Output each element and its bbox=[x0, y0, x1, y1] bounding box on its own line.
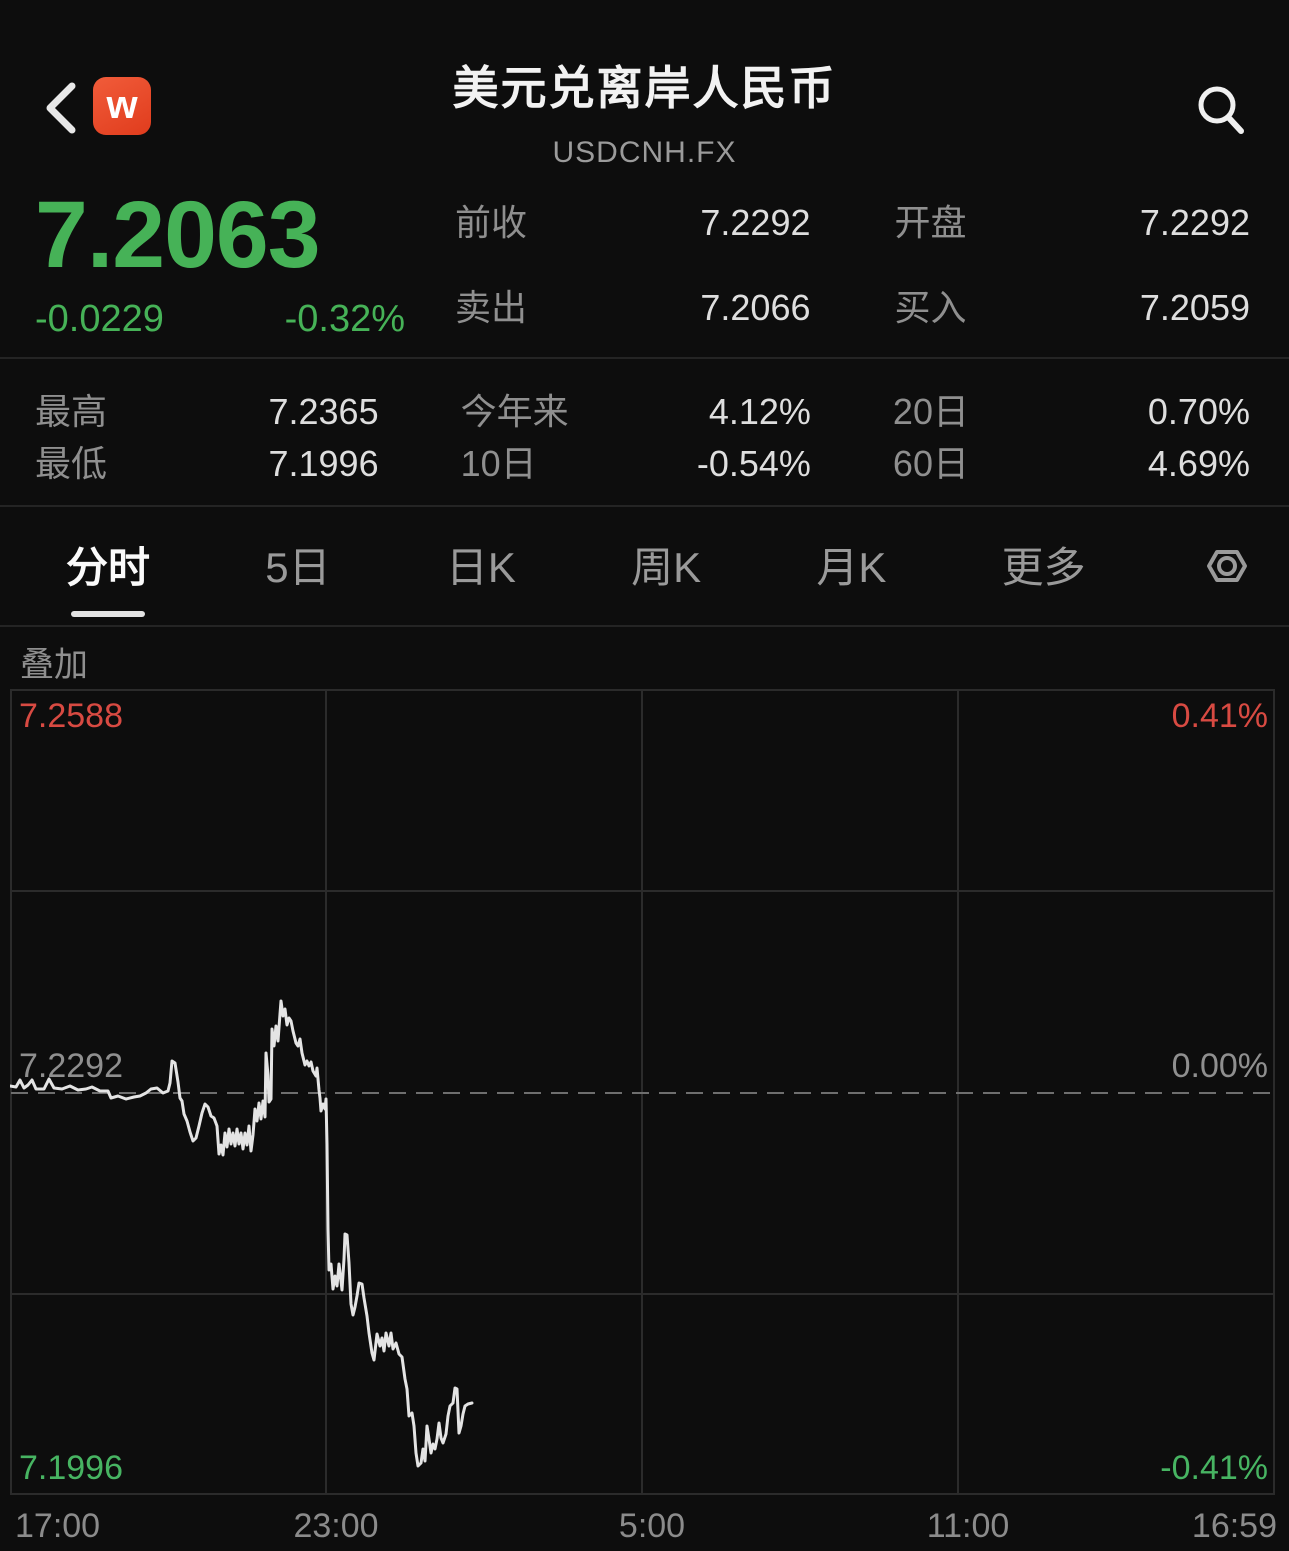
price-chart[interactable]: 7.2588 0.41% 7.2292 0.00% 7.1996 -0.41% bbox=[10, 689, 1275, 1495]
x-axis: 17:00 23:00 5:00 11:00 16:59 bbox=[0, 1495, 1289, 1551]
field-ask: 卖出 7.2066 bbox=[455, 279, 811, 331]
stat-label: 最高 bbox=[35, 391, 108, 432]
section-divider bbox=[0, 505, 1289, 507]
x-tick: 16:59 bbox=[1191, 1507, 1277, 1545]
tab-intraday[interactable]: 分时 bbox=[66, 512, 150, 621]
stat-label: 今年来 bbox=[460, 391, 569, 432]
quote-summary: 7.2063 -0.0229 -0.32% 前收 7.2292 开盘 7.229… bbox=[0, 178, 1289, 357]
stat-label: 20日 bbox=[892, 391, 969, 432]
stat-low: 最低 7.1996 bbox=[35, 435, 379, 487]
field-value: 7.2292 bbox=[1139, 202, 1250, 243]
period-tabbar: 分时 5日 日K 周K 月K 更多 bbox=[0, 507, 1289, 625]
stat-60d: 60日 4.69% bbox=[893, 435, 1250, 487]
quote-fields-row: 前收 7.2292 开盘 7.2292 bbox=[455, 194, 1250, 246]
overlay-row: 叠加 bbox=[0, 627, 1289, 685]
field-value: 7.2059 bbox=[1139, 287, 1250, 328]
section-divider bbox=[0, 357, 1289, 359]
change-row: -0.0229 -0.32% bbox=[35, 298, 405, 341]
chevron-left-icon bbox=[46, 82, 76, 134]
chart-canvas bbox=[10, 689, 1275, 1495]
tab-5day[interactable]: 5日 bbox=[265, 543, 331, 591]
field-label: 卖出 bbox=[455, 287, 528, 328]
stat-high: 最高 7.2365 bbox=[35, 383, 379, 435]
field-label: 前收 bbox=[455, 202, 528, 243]
tab-weekly-k[interactable]: 周K bbox=[631, 543, 702, 591]
x-tick: 11:00 bbox=[926, 1507, 1010, 1545]
stat-label: 60日 bbox=[892, 443, 969, 484]
x-tick: 17:00 bbox=[15, 1507, 101, 1545]
instrument-code: USDCNH.FX bbox=[552, 136, 737, 169]
overlay-toggle[interactable]: 叠加 bbox=[20, 646, 88, 684]
stat-label: 最低 bbox=[35, 443, 108, 484]
ylabel-base-price: 7.2292 bbox=[19, 1047, 123, 1085]
price-change-percent: -0.32% bbox=[284, 297, 405, 340]
stat-20d: 20日 0.70% bbox=[893, 383, 1250, 435]
stat-value: 7.1996 bbox=[268, 443, 379, 484]
x-tick: 5:00 bbox=[618, 1507, 686, 1545]
x-tick: 23:00 bbox=[293, 1507, 379, 1545]
chart-settings-icon[interactable] bbox=[1201, 540, 1253, 592]
stat-10d: 10日 -0.54% bbox=[461, 435, 811, 487]
stat-label: 10日 bbox=[460, 443, 537, 484]
tab-more[interactable]: 更多 bbox=[1001, 543, 1086, 591]
stat-value: 4.69% bbox=[1147, 443, 1250, 484]
page-title: 美元兑离岸人民币 bbox=[452, 62, 837, 114]
field-label: 买入 bbox=[894, 287, 967, 328]
field-label: 开盘 bbox=[894, 202, 967, 243]
price-change: -0.0229 bbox=[35, 297, 164, 340]
search-icon bbox=[1198, 86, 1244, 134]
ylabel-low-percent: -0.41% bbox=[1160, 1449, 1268, 1487]
price-line bbox=[10, 999, 474, 1468]
ylabel-high-price: 7.2588 bbox=[19, 697, 123, 735]
stat-ytd: 今年来 4.12% bbox=[461, 383, 811, 435]
ylabel-base-percent: 0.00% bbox=[1171, 1047, 1268, 1085]
search-button[interactable] bbox=[1191, 80, 1251, 140]
stats-grid: 最高 7.2365 今年来 4.12% 20日 0.70% 最低 7.1996 … bbox=[0, 359, 1289, 505]
quote-fields-row: 卖出 7.2066 买入 7.2059 bbox=[455, 279, 1250, 331]
last-price: 7.2063 bbox=[35, 182, 321, 288]
ylabel-low-price: 7.1996 bbox=[19, 1449, 123, 1487]
wind-logo-letter: w bbox=[106, 83, 138, 127]
tab-monthly-k[interactable]: 月K bbox=[816, 543, 887, 591]
stat-value: 0.70% bbox=[1147, 391, 1250, 432]
header: w 美元兑离岸人民币 USDCNH.FX bbox=[0, 0, 1289, 178]
back-button[interactable] bbox=[36, 78, 92, 138]
field-prev-close: 前收 7.2292 bbox=[455, 194, 811, 246]
field-open: 开盘 7.2292 bbox=[895, 194, 1251, 246]
last-price-block: 7.2063 -0.0229 -0.32% bbox=[35, 178, 455, 357]
quote-fields: 前收 7.2292 开盘 7.2292 卖出 7.2066 买入 7.2059 bbox=[455, 178, 1250, 357]
field-value: 7.2066 bbox=[700, 287, 811, 328]
field-value: 7.2292 bbox=[700, 202, 811, 243]
title-block: 美元兑离岸人民币 USDCNH.FX bbox=[0, 52, 1289, 170]
tab-daily-k[interactable]: 日K bbox=[445, 543, 516, 591]
ylabel-high-percent: 0.41% bbox=[1171, 697, 1268, 735]
stat-value: -0.54% bbox=[696, 443, 811, 484]
field-bid: 买入 7.2059 bbox=[895, 279, 1251, 331]
wind-app-logo[interactable]: w bbox=[93, 77, 151, 135]
stat-value: 4.12% bbox=[708, 391, 811, 432]
section-divider bbox=[0, 625, 1289, 627]
stat-value: 7.2365 bbox=[268, 391, 379, 432]
